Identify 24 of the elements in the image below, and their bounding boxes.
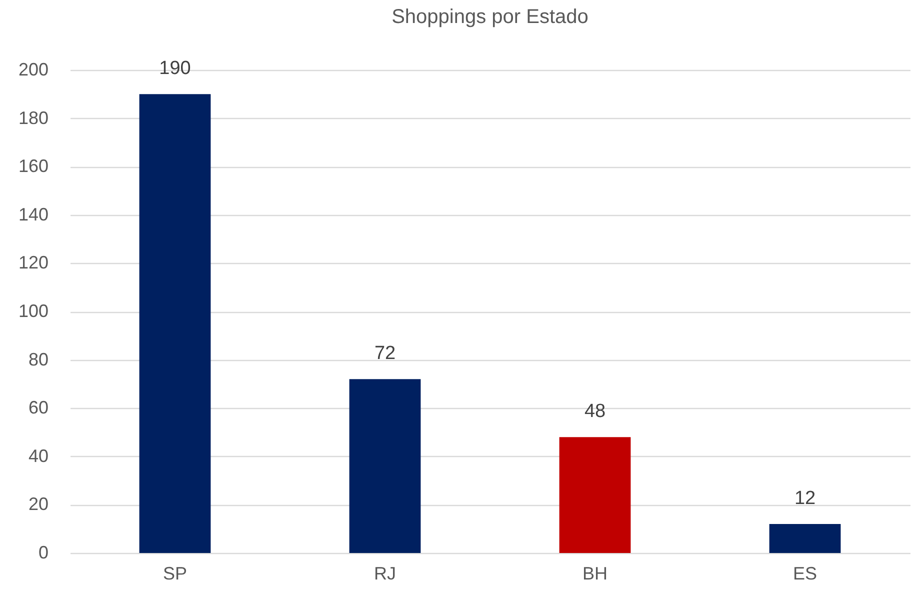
bar	[769, 524, 841, 553]
y-tick-label: 140	[18, 204, 48, 224]
x-tick-label: SP	[162, 564, 188, 584]
data-label: 72	[374, 343, 396, 364]
y-tick-label: 40	[28, 446, 48, 466]
y-tick-label: 80	[28, 349, 48, 370]
y-tick-label: 0	[38, 542, 48, 562]
x-tick-label: BH	[582, 564, 608, 584]
bar	[139, 94, 211, 553]
bar	[559, 437, 631, 553]
bar	[349, 379, 421, 553]
y-tick-label: 160	[18, 156, 48, 176]
y-tick-label: 180	[18, 108, 48, 128]
y-tick-label: 60	[28, 398, 48, 418]
chart-title: Shoppings por Estado	[392, 6, 588, 28]
y-tick-label: 200	[18, 60, 48, 80]
x-tick-label: RJ	[374, 564, 396, 584]
y-tick-label: 120	[18, 252, 48, 273]
data-label: 12	[794, 488, 816, 510]
y-tick-label: 100	[18, 301, 48, 321]
data-label: 48	[584, 401, 606, 422]
data-label: 190	[159, 58, 191, 80]
x-tick-label: ES	[792, 564, 818, 584]
y-tick-label: 20	[28, 494, 48, 514]
